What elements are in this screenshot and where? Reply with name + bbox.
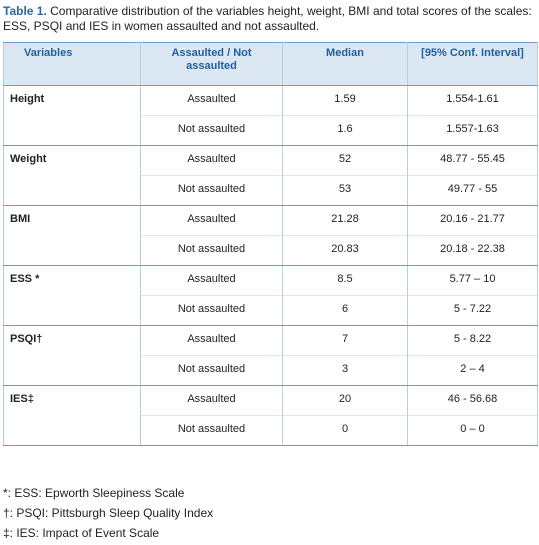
value-cell: Not assaulted xyxy=(140,115,283,146)
value-cell: 20.16 - 21.77 xyxy=(407,205,538,236)
variable-cell: PSQI† xyxy=(3,325,141,356)
value-cell: 1.59 xyxy=(282,85,408,116)
value-cell: Assaulted xyxy=(140,385,283,416)
caption-label: Table 1. xyxy=(3,4,47,18)
value-cell: Not assaulted xyxy=(140,415,283,446)
value-cell: 5 - 8.22 xyxy=(407,325,538,356)
header-cell: [95% Conf. Interval] xyxy=(407,42,538,86)
value-cell: 0 – 0 xyxy=(407,415,538,446)
empty-cell xyxy=(3,115,141,146)
footnote: ‡: IES: Impact of Event Scale xyxy=(3,526,160,540)
value-cell: 48.77 - 55.45 xyxy=(407,145,538,176)
header-cell: Median xyxy=(282,42,408,86)
value-cell: 6 xyxy=(282,295,408,326)
variable-cell: BMI xyxy=(3,205,141,236)
empty-cell xyxy=(3,295,141,326)
table-row: IES‡ Assaulted 20 46 - 56.68 xyxy=(3,385,538,416)
table-row: ESS * Assaulted 8.5 5.77 – 10 xyxy=(3,265,538,296)
value-cell: Not assaulted xyxy=(140,355,283,386)
value-cell: 3 xyxy=(282,355,408,386)
value-cell: 53 xyxy=(282,175,408,206)
value-cell: 20.18 - 22.38 xyxy=(407,235,538,266)
footnotes: *: ESS: Epworth Sleepiness Scale †: PSQI:… xyxy=(3,483,213,543)
value-cell: 8.5 xyxy=(282,265,408,296)
table-row: Not assaulted 3 2 – 4 xyxy=(3,355,538,386)
table-body: Height Assaulted 1.59 1.554-1.61 Not assault… xyxy=(3,85,538,446)
value-cell: 0 xyxy=(282,415,408,446)
variable-cell: Height xyxy=(3,85,141,116)
empty-cell xyxy=(3,415,141,446)
table-row: Height Assaulted 1.59 1.554-1.61 xyxy=(3,85,538,116)
value-cell: 7 xyxy=(282,325,408,356)
value-cell: Assaulted xyxy=(140,205,283,236)
caption: Table 1. Comparative distribution of the… xyxy=(3,4,533,34)
table-row: Not assaulted 6 5 - 7.22 xyxy=(3,295,538,326)
table-row: Not assaulted 20.83 20.18 - 22.38 xyxy=(3,235,538,266)
value-cell: Not assaulted xyxy=(140,175,283,206)
empty-cell xyxy=(3,355,141,386)
empty-cell xyxy=(3,235,141,266)
value-cell: 49.77 - 55 xyxy=(407,175,538,206)
value-cell: Assaulted xyxy=(140,325,283,356)
value-cell: 1.6 xyxy=(282,115,408,146)
value-cell: 5 - 7.22 xyxy=(407,295,538,326)
value-cell: Assaulted xyxy=(140,265,283,296)
value-cell: 21.28 xyxy=(282,205,408,236)
table-row: Not assaulted 1.6 1.557-1.63 xyxy=(3,115,538,146)
variable-cell: ESS * xyxy=(3,265,141,296)
value-cell: 46 - 56.68 xyxy=(407,385,538,416)
footnote: *: ESS: Epworth Sleepiness Scale xyxy=(3,486,185,500)
value-cell: Not assaulted xyxy=(140,235,283,266)
value-cell: Assaulted xyxy=(140,85,283,116)
value-cell: 20.83 xyxy=(282,235,408,266)
caption-text: Comparative distribution of the variable… xyxy=(3,4,532,33)
value-cell: 2 – 4 xyxy=(407,355,538,386)
value-cell: 1.557-1.63 xyxy=(407,115,538,146)
data-table: Variables Assaulted / Not assaulted Median… xyxy=(3,42,538,446)
header-row: Variables Assaulted / Not assaulted Median… xyxy=(3,42,538,86)
variable-cell: Weight xyxy=(3,145,141,176)
value-cell: 20 xyxy=(282,385,408,416)
table-row: BMI Assaulted 21.28 20.16 - 21.77 xyxy=(3,205,538,236)
value-cell: 1.554-1.61 xyxy=(407,85,538,116)
value-cell: 5.77 – 10 xyxy=(407,265,538,296)
variable-cell: IES‡ xyxy=(3,385,141,416)
table-row: Weight Assaulted 52 48.77 - 55.45 xyxy=(3,145,538,176)
header-cell: Variables xyxy=(3,42,141,86)
table-row: PSQI† Assaulted 7 5 - 8.22 xyxy=(3,325,538,356)
footnote: †: PSQI: Pittsburgh Sleep Quality Index xyxy=(3,506,214,520)
empty-cell xyxy=(3,175,141,206)
header-cell: Assaulted / Not assaulted xyxy=(140,42,283,86)
value-cell: Assaulted xyxy=(140,145,283,176)
value-cell: 52 xyxy=(282,145,408,176)
value-cell: Not assaulted xyxy=(140,295,283,326)
table-row: Not assaulted 53 49.77 - 55 xyxy=(3,175,538,206)
table-row: Not assaulted 0 0 – 0 xyxy=(3,415,538,446)
